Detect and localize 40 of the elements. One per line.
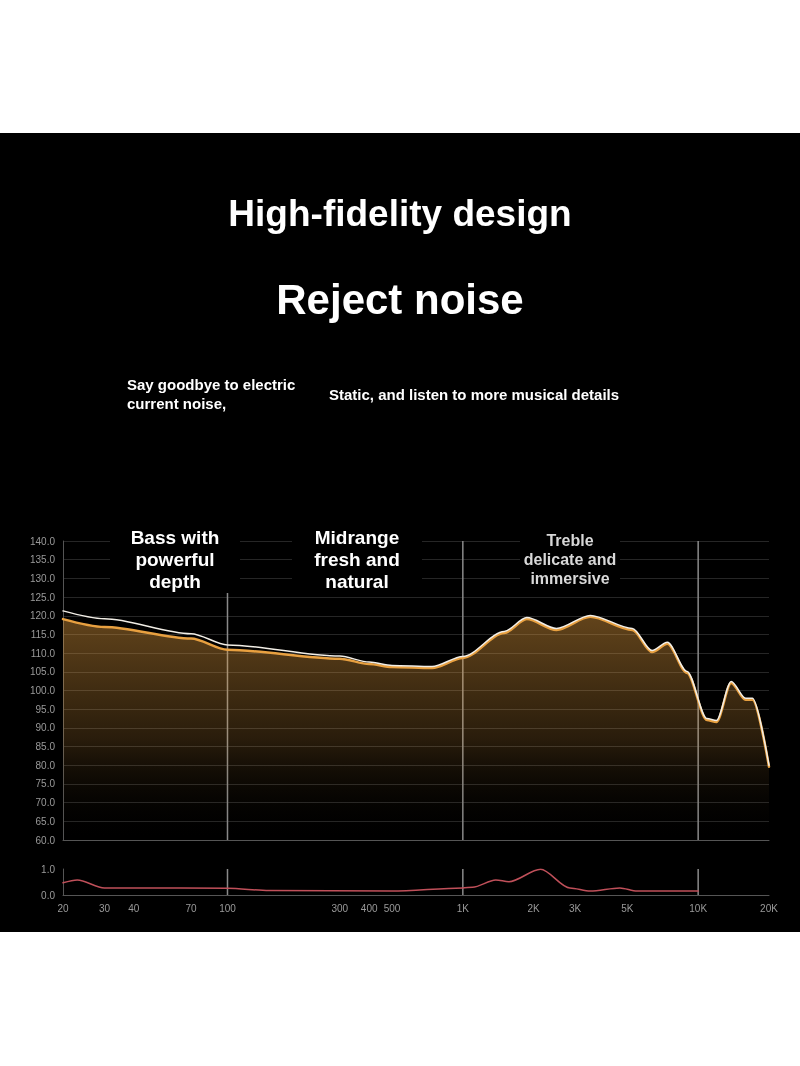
chart-title: High-fidelity design	[227, 193, 573, 235]
y-tick-label: 125.0	[29, 591, 56, 603]
y-tick-label: 75.0	[35, 778, 56, 790]
x-tick-label: 10K	[689, 902, 708, 914]
text: Say goodbye to electric current noise,	[127, 375, 297, 413]
x-tick-label: 1K	[456, 902, 470, 914]
y-tick-label: 90.0	[35, 722, 56, 734]
y-tick-label: 110.0	[30, 647, 56, 659]
annotation: Treble delicate and immersive	[520, 531, 620, 588]
y-tick-label: 0.0	[41, 889, 56, 901]
y-tick-label: 120.0	[29, 610, 56, 622]
y-tick-label: 130.0	[29, 572, 56, 584]
y-tick-label: 1.0	[41, 863, 56, 875]
text: Static, and listen to more musical details	[329, 385, 621, 404]
y-tick-label: 60.0	[35, 834, 56, 846]
x-tick-label: 40	[128, 902, 140, 914]
x-tick-label: 500	[383, 902, 401, 914]
y-tick-label: 135.0	[29, 554, 56, 566]
x-tick-label: 2K	[527, 902, 541, 914]
x-tick-label: 400	[360, 902, 378, 914]
x-tick-label: 30	[98, 902, 111, 914]
x-tick-label: 70	[185, 902, 198, 914]
y-tick-label: 95.0	[35, 703, 56, 715]
y-tick-label: 140.0	[29, 535, 56, 547]
y-tick-label: 65.0	[35, 815, 56, 827]
y-tick-label: 80.0	[35, 759, 56, 771]
annotation: Bass with powerful depth	[110, 527, 240, 593]
y-tick-label: 100.0	[29, 685, 56, 696]
x-tick-label: 3K	[568, 902, 582, 914]
chart-subtitle: Reject noise	[275, 276, 525, 324]
x-tick-label: 100	[219, 902, 237, 914]
y-tick-label: 105.0	[29, 666, 56, 678]
y-tick-label: 115.0	[30, 628, 56, 640]
x-tick-label: 300	[331, 902, 349, 914]
y-tick-label: 70.0	[35, 797, 56, 809]
x-tick-label: 20	[57, 902, 69, 914]
annotation: Midrange fresh and natural	[292, 527, 422, 593]
x-tick-label: 20K	[760, 902, 779, 914]
x-tick-label: 5K	[621, 902, 634, 914]
y-tick-label: 85.0	[35, 741, 56, 753]
